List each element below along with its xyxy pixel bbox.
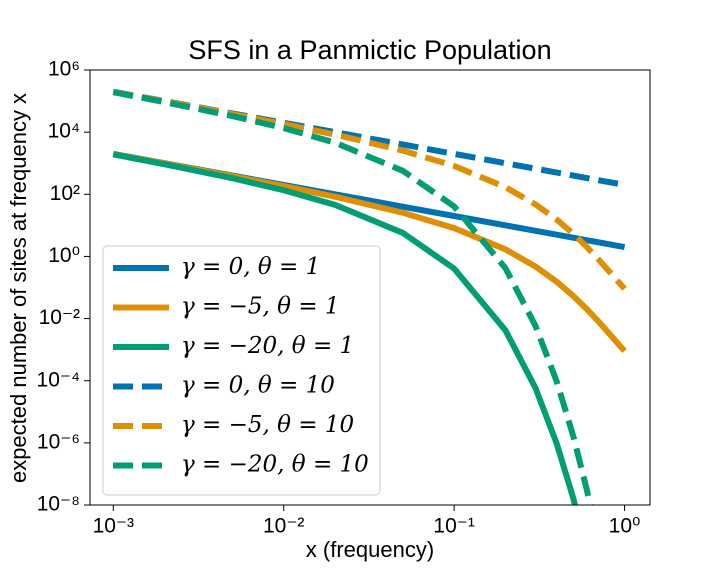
legend-label: γ = 0, θ = 1 — [181, 254, 320, 280]
y-tick-label: 10⁻⁴ — [37, 368, 80, 391]
y-tick-label: 10⁶ — [48, 58, 80, 81]
legend-label: γ = −20, θ = 10 — [181, 452, 369, 478]
legend-label: γ = −5, θ = 1 — [181, 294, 340, 320]
y-tick-label: 10⁻⁶ — [37, 430, 80, 453]
legend-label: γ = 0, θ = 10 — [181, 373, 335, 399]
y-tick-label: 10⁰ — [48, 244, 80, 267]
y-axis-label: expected number of sites at frequency x — [6, 93, 31, 483]
x-tick-label: 10⁻³ — [93, 515, 134, 538]
legend-label: γ = −5, θ = 10 — [181, 412, 354, 438]
y-tick-label: 10⁻⁸ — [37, 493, 80, 516]
series-line — [112, 151, 579, 505]
y-tick-label: 10⁻² — [39, 306, 80, 329]
chart-title: SFS in a Panmictic Population — [188, 35, 551, 65]
y-tick-label: 10² — [50, 182, 80, 205]
x-tick-label: 10⁰ — [609, 515, 641, 538]
y-tick-label: 10⁴ — [48, 120, 80, 143]
plot-area — [112, 88, 627, 505]
x-tick-label: 10⁻² — [263, 515, 304, 538]
axes-frame — [89, 69, 651, 506]
series-line — [112, 89, 594, 505]
x-tick-label: 10⁻¹ — [433, 515, 474, 538]
legend-label: γ = −20, θ = 1 — [181, 333, 354, 359]
x-axis-label: x (frequency) — [306, 537, 434, 562]
legend-box — [102, 245, 381, 496]
legend: γ = 0, θ = 1 γ = −5, θ = 1 γ = −20, θ = 1 γ… — [102, 245, 381, 496]
